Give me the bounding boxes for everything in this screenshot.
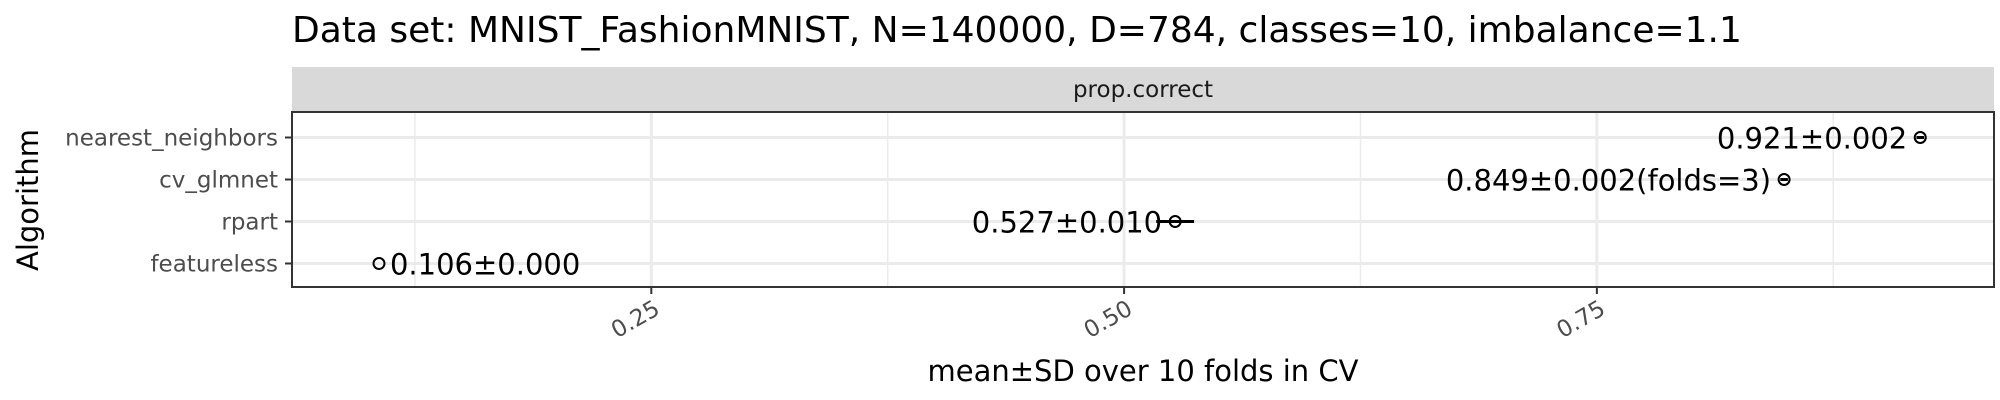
x-tick-label: 0.25 (607, 296, 664, 344)
x-tick-label: 0.50 (1080, 296, 1137, 344)
data-point (372, 257, 386, 270)
y-axis-title: Algorithm (11, 129, 45, 271)
data-label: 0.527±0.010 (972, 206, 1162, 240)
x-axis-title: mean±SD over 10 folds in CV (928, 354, 1359, 388)
data-labels: 0.921±0.002 0.849±0.002(folds=3) 0.527±0.0… (390, 122, 1907, 282)
data-marks (372, 131, 1927, 270)
facet-strip (292, 67, 1994, 112)
y-tick-label: nearest_neighbors (65, 126, 278, 152)
y-tick-label: rpart (221, 210, 278, 236)
chart-title: Data set: MNIST_FashionMNIST, N=140000, … (292, 10, 1742, 51)
grid (292, 112, 1994, 287)
facet-label: prop.correct (1073, 77, 1213, 103)
data-label: 0.106±0.000 (390, 248, 580, 282)
y-tick-label: cv_glmnet (159, 168, 278, 194)
data-point (1168, 215, 1182, 228)
data-point (1777, 173, 1791, 186)
data-label: 0.921±0.002 (1717, 122, 1907, 156)
data-label: 0.849±0.002(folds=3) (1446, 164, 1771, 198)
y-tick-label: featureless (150, 252, 278, 278)
panel-border (291, 111, 1995, 288)
data-point (1913, 131, 1927, 144)
x-tick-label: 0.75 (1553, 296, 1610, 344)
x-axis: 0.25 0.50 0.75 (607, 287, 1610, 344)
